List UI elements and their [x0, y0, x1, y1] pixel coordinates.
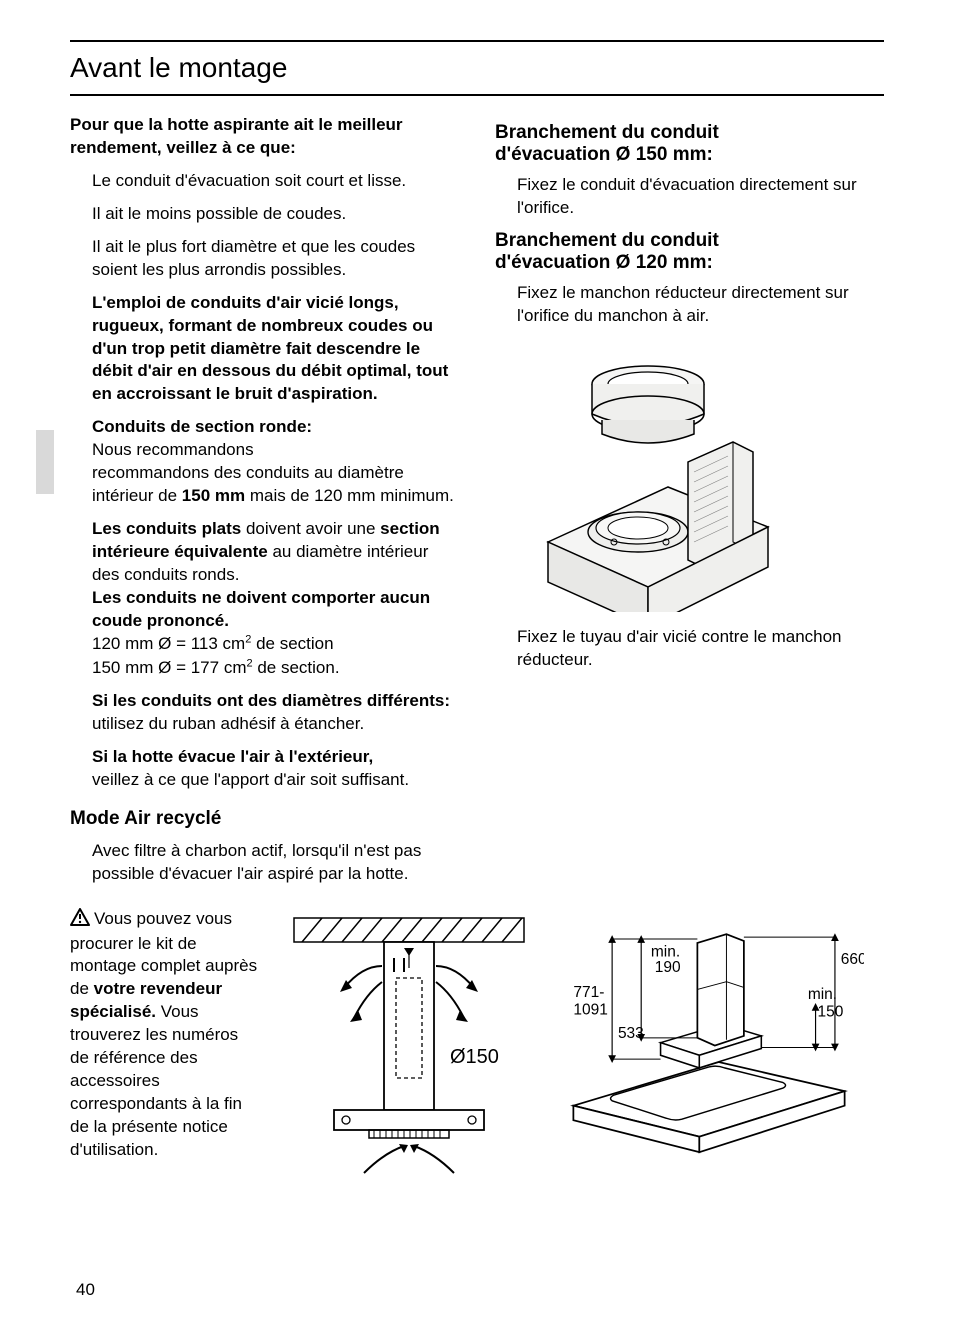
- bullet-1: Le conduit d'évacuation soit court et li…: [70, 170, 459, 193]
- flat-a: doivent avoir une: [241, 519, 380, 538]
- label-771: 771-: [573, 984, 604, 1001]
- h120-after: Fixez le tuyau d'air vicié contre le man…: [495, 626, 884, 672]
- page-tab-marker: [36, 430, 54, 494]
- h150-head: Branchement du conduit d'évacuation Ø 15…: [495, 122, 884, 166]
- bullet-3: Il ait le plus fort diamètre et que les …: [70, 236, 459, 282]
- kit-b: Vous trouverez les numéros de référence …: [70, 1002, 242, 1159]
- dimension-diagram: min. 190 771- 1091 533 660 min. 150: [554, 908, 864, 1158]
- warning-icon: [70, 908, 90, 933]
- warning-paragraph: L'emploi de conduits d'air vicié longs, …: [70, 292, 459, 407]
- h120-head-a: Branchement du conduit: [495, 230, 719, 251]
- page-title: Avant le montage: [70, 48, 884, 94]
- kit-text: Vous pouvez vous procurer le kit de mont…: [70, 908, 260, 1162]
- flat-a-bold: Les conduits plats: [92, 519, 241, 538]
- round-ducts-para: Conduits de section ronde: Nous recomman…: [70, 416, 459, 508]
- page-number: 40: [76, 1280, 95, 1300]
- label-min-1: min.: [651, 943, 680, 960]
- intro-heading: Pour que la hotte aspirante ait le meill…: [70, 114, 459, 160]
- label-150: 150: [818, 1003, 844, 1020]
- flat-e: 150 mm Ø = 177 cm2 de section.: [92, 658, 340, 677]
- right-column: Branchement du conduit d'évacuation Ø 15…: [495, 114, 884, 896]
- label-1091: 1091: [573, 1001, 607, 1018]
- h120-head: Branchement du conduit d'évacuation Ø 12…: [495, 230, 884, 274]
- flat-d: 120 mm Ø = 113 cm2 de section: [92, 634, 334, 653]
- top-rule: [70, 40, 884, 42]
- round-ducts-line-c: mais de 120 mm minimum.: [245, 486, 454, 505]
- h120-body: Fixez le manchon réducteur directement s…: [495, 282, 884, 328]
- recirculation-diagram: Ø150: [274, 908, 544, 1178]
- label-660: 660: [841, 951, 864, 968]
- bullet-2: Il ait le moins possible de coudes.: [70, 203, 459, 226]
- ext-bold: Si la hotte évacue l'air à l'extérieur,: [92, 747, 373, 766]
- lower-row: Vous pouvez vous procurer le kit de mont…: [70, 908, 884, 1178]
- exterior-para: Si la hotte évacue l'air à l'extérieur, …: [70, 746, 459, 792]
- diff-text: utilisez du ruban adhésif à étancher.: [92, 714, 364, 733]
- mode-air-body: Avec filtre à charbon actif, lorsqu'il n…: [70, 840, 459, 886]
- h120-head-b: d'évacuation Ø 120 mm:: [495, 252, 713, 273]
- h150-head-a: Branchement du conduit: [495, 122, 719, 143]
- kit-a-bold: votre revendeur spécialisé.: [70, 979, 222, 1021]
- title-rule: [70, 94, 884, 96]
- flat-c-bold: Les conduits ne doivent comporter aucun …: [92, 588, 430, 630]
- flat-ducts-para: Les conduits plats doivent avoir une sec…: [70, 518, 459, 680]
- left-column: Pour que la hotte aspirante ait le meill…: [70, 114, 459, 896]
- h150-body: Fixez le conduit d'évacuation directemen…: [495, 174, 884, 220]
- lower-diagrams: Ø150: [274, 908, 884, 1178]
- reducer-diagram: [517, 342, 779, 612]
- two-column-layout: Pour que la hotte aspirante ait le meill…: [70, 114, 884, 896]
- mode-air-head: Mode Air recyclé: [70, 808, 459, 830]
- label-min-2: min.: [808, 986, 837, 1003]
- round-150mm: 150 mm: [182, 486, 245, 505]
- diff-diameter-para: Si les conduits ont des diamètres différ…: [70, 690, 459, 736]
- label-533: 533: [618, 1024, 644, 1041]
- label-190: 190: [655, 959, 681, 976]
- round-ducts-head: Conduits de section ronde:: [92, 417, 312, 436]
- d150-label: Ø150: [450, 1046, 499, 1068]
- h150-head-b: d'évacuation Ø 150 mm:: [495, 144, 713, 165]
- round-ducts-line-a: Nous recommandons: [92, 440, 254, 459]
- diff-bold: Si les conduits ont des diamètres différ…: [92, 691, 450, 710]
- ext-text: veillez à ce que l'apport d'air soit suf…: [92, 770, 409, 789]
